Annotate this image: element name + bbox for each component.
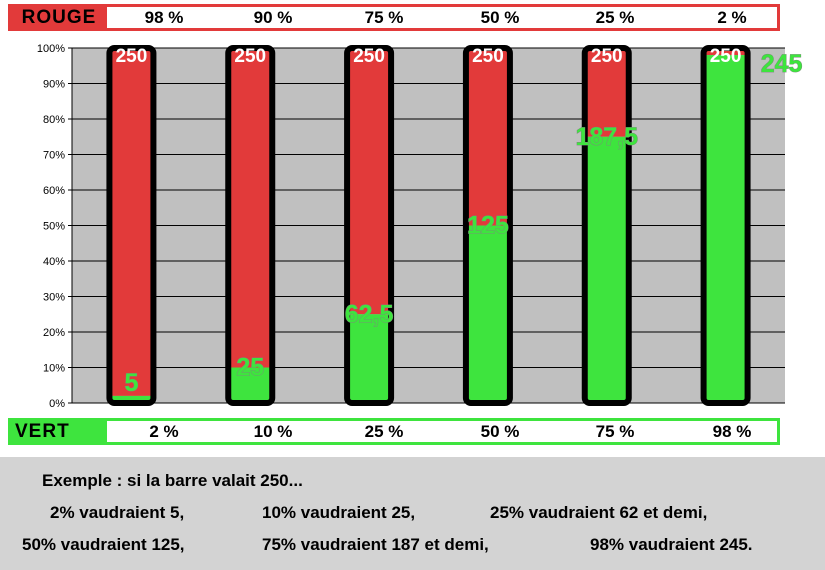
bar-top-label: 250 bbox=[234, 46, 266, 67]
y-tick-label: 30% bbox=[43, 292, 65, 304]
bar-green-value-label: 62,5 bbox=[345, 300, 394, 328]
bar-green-value-label: 25 bbox=[236, 354, 264, 382]
y-tick-label: 10% bbox=[43, 363, 65, 375]
bar-red-segment bbox=[228, 48, 273, 368]
bar-green-segment bbox=[347, 314, 392, 403]
y-tick-label: 100% bbox=[37, 43, 65, 55]
y-tick-label: 50% bbox=[43, 221, 65, 233]
rouge-percent-band: ROUGE 98 % 90 % 75 % 50 % 25 % 2 % bbox=[8, 4, 780, 31]
note-item-25pct: 25% vaudraient 62 et demi, bbox=[490, 503, 708, 522]
stacked-bar-chart: 0% 10% 20% 30% 40% 50% 60% 70% 80% 90% 100% 250 5 250… bbox=[37, 43, 803, 410]
bar-red-segment bbox=[465, 48, 510, 226]
bar-outline bbox=[462, 45, 513, 406]
vert-percent-5: 75 % bbox=[595, 421, 635, 441]
bar-top-label: 250 bbox=[472, 46, 504, 67]
bar-green-segment bbox=[228, 367, 273, 403]
bar-top-label: 250 bbox=[353, 46, 385, 67]
y-tick-label: 20% bbox=[43, 327, 65, 339]
vert-percent-1: 2 % bbox=[149, 421, 179, 441]
bar-green-segment bbox=[584, 136, 629, 403]
rouge-percent-5: 25 % bbox=[595, 7, 635, 27]
bar-outline bbox=[225, 45, 276, 406]
y-tick-label: 0% bbox=[49, 398, 65, 410]
bar-outline bbox=[581, 45, 632, 406]
rouge-label: ROUGE bbox=[11, 7, 107, 28]
rouge-percent-4: 50 % bbox=[480, 7, 520, 27]
bar-green-segment bbox=[465, 225, 510, 403]
bar-green-value-label: 5 bbox=[124, 369, 138, 397]
bar-green-segment bbox=[703, 55, 748, 403]
note-item-10pct: 10% vaudraient 25, bbox=[262, 503, 416, 522]
note-item-2pct: 2% vaudraient 5, bbox=[50, 503, 185, 522]
bar-red-segment bbox=[109, 48, 154, 396]
rouge-percent-6: 2 % bbox=[717, 7, 747, 27]
vert-percent-3: 25 % bbox=[364, 421, 404, 441]
bar-top-label: 250 bbox=[591, 46, 623, 67]
note-intro: Exemple : si la barre valait 250... bbox=[42, 471, 303, 490]
bar-outline bbox=[106, 45, 157, 406]
vert-percent-2: 10 % bbox=[253, 421, 293, 441]
rouge-percent-1: 98 % bbox=[144, 7, 184, 27]
y-tick-label: 40% bbox=[43, 256, 65, 268]
bar-outline bbox=[700, 45, 751, 406]
vert-percent-band: VERT 2 % 10 % 25 % 50 % 75 % 98 % bbox=[8, 418, 780, 445]
rouge-percent-3: 75 % bbox=[364, 7, 404, 27]
vert-label: VERT bbox=[11, 421, 107, 442]
y-tick-label: 60% bbox=[43, 185, 65, 197]
rouge-percent-2: 90 % bbox=[253, 7, 293, 27]
bar-top-label: 250 bbox=[710, 46, 742, 67]
y-tick-label: 70% bbox=[43, 150, 65, 162]
note-item-98pct: 98% vaudraient 245. bbox=[590, 535, 753, 554]
bar-red-segment bbox=[584, 48, 629, 137]
vert-percent-4: 50 % bbox=[480, 421, 520, 441]
vert-percent-6: 98 % bbox=[712, 421, 752, 441]
example-note: Exemple : si la barre valait 250... 2% v… bbox=[0, 457, 825, 570]
note-item-75pct: 75% vaudraient 187 et demi, bbox=[262, 535, 489, 554]
bar-red-segment bbox=[703, 48, 748, 56]
bar-green-value-label: 187,5 bbox=[575, 123, 638, 151]
bar-green-segment bbox=[109, 395, 154, 403]
bar-top-label: 250 bbox=[116, 46, 148, 67]
bar-outline bbox=[344, 45, 395, 406]
bar-red-segment bbox=[347, 48, 392, 315]
y-tick-label: 80% bbox=[43, 114, 65, 126]
bar-green-value-label: 125 bbox=[467, 212, 509, 240]
y-tick-label: 90% bbox=[43, 79, 65, 91]
note-item-50pct: 50% vaudraient 125, bbox=[22, 535, 185, 554]
bar-green-value-label: 245 bbox=[761, 50, 803, 78]
